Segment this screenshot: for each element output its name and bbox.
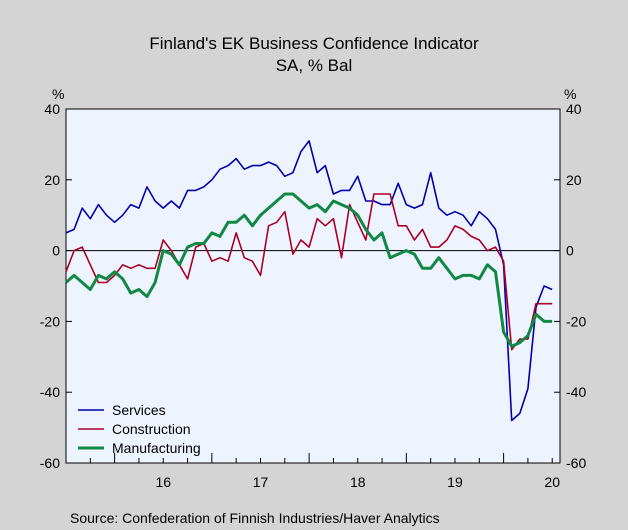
series-line-services xyxy=(65,140,553,422)
plot-area xyxy=(65,108,561,464)
y-tick-label-left: 20 xyxy=(44,172,60,188)
right-unit-label: % xyxy=(564,86,577,102)
x-tick-label: 18 xyxy=(350,474,366,490)
y-tick-label-right: -20 xyxy=(566,313,586,329)
y-tick-label-right: -40 xyxy=(566,384,586,400)
chart-subtitle: SA, % Bal xyxy=(275,56,353,75)
legend-label-manufacturing: Manufacturing xyxy=(112,440,201,456)
x-tick-label: 20 xyxy=(544,474,560,490)
y-tick-label-left: -20 xyxy=(40,313,60,329)
y-tick-label-right: 0 xyxy=(566,243,574,259)
legend-label-construction: Construction xyxy=(112,421,191,437)
y-tick-label-right: -60 xyxy=(566,455,586,471)
x-tick-label: 17 xyxy=(253,474,269,490)
y-tick-label-right: 20 xyxy=(566,172,582,188)
y-tick-label-right: 40 xyxy=(566,101,582,117)
y-tick-label-left: 0 xyxy=(52,243,60,259)
x-tick-label: 16 xyxy=(155,474,171,490)
left-unit-label: % xyxy=(52,86,65,102)
x-tick-label: 19 xyxy=(447,474,463,490)
series-line-construction xyxy=(65,193,553,351)
series-line-manufacturing xyxy=(65,192,553,348)
chart-title: Finland's EK Business Confidence Indicat… xyxy=(149,34,479,53)
y-tick-label-left: -60 xyxy=(40,455,60,471)
y-tick-label-left: 40 xyxy=(44,101,60,117)
legend-label-services: Services xyxy=(112,402,166,418)
source-note: Source: Confederation of Finnish Industr… xyxy=(70,510,440,526)
y-tick-label-left: -40 xyxy=(40,384,60,400)
